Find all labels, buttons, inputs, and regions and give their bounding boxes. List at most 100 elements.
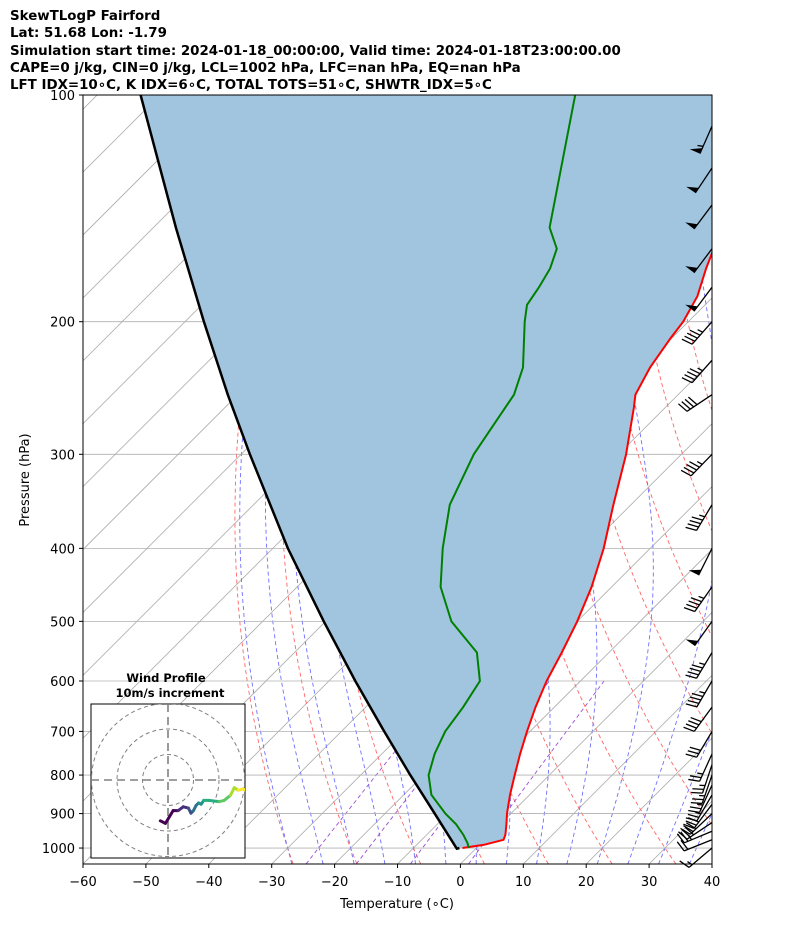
wind-barb-half-feather [697, 329, 704, 333]
wind-barb-feather [689, 329, 701, 336]
wind-barb-flag [689, 148, 703, 154]
wind-barb-shaft [693, 803, 713, 829]
hodograph-subtitle: 10m/s increment [116, 686, 225, 700]
wind-barb-feather [684, 826, 695, 836]
wind-barb-feather [689, 775, 702, 779]
wind-barb-feather [689, 368, 701, 375]
wind-barb-shaft [699, 125, 713, 154]
y-tick-label: 900 [50, 808, 75, 823]
wind-barb-shaft [689, 813, 713, 835]
x-tick-label: 30 [641, 875, 658, 890]
wind-barb-feather [690, 597, 702, 603]
x-tick-label: −30 [258, 875, 285, 890]
x-axis-ticks: −60 −50 −40 −30 −20 −10 0 10 20 30 40 [69, 864, 720, 890]
x-tick-label: −50 [132, 875, 159, 890]
wind-barb-feather [690, 802, 703, 805]
wind-barb-shaft [696, 680, 713, 708]
wind-barb-feather [681, 377, 693, 384]
wind-barb-feather [691, 516, 703, 521]
wind-barb-shaft [691, 359, 713, 384]
wind-barb-feather [685, 674, 697, 679]
wind-barb [683, 706, 713, 732]
y-tick-label: 1000 [42, 842, 75, 857]
wind-barbs [676, 125, 713, 868]
wind-barb-shaft [696, 652, 713, 679]
x-tick-label: −10 [384, 875, 411, 890]
wind-barb-feather [688, 778, 700, 782]
wind-barb-feather [684, 374, 696, 381]
y-tick-label: 600 [50, 675, 75, 690]
wind-barb [685, 620, 713, 647]
simulation-times: Simulation start time: 2024-01-18_00:00:… [10, 43, 621, 59]
isotherm-line [460, 611, 712, 864]
wind-barb-half-feather [699, 662, 705, 666]
y-tick-label: 200 [50, 316, 75, 331]
wind-barb-shaft [693, 706, 713, 732]
wind-barb-feather [686, 603, 698, 609]
y-tick-label: 700 [50, 725, 75, 740]
wind-barb-flag [688, 569, 702, 576]
wind-barb [676, 830, 713, 844]
wind-barb [678, 394, 713, 412]
wind-barb [685, 286, 713, 312]
wind-barb-shaft [684, 830, 713, 844]
wind-barb-feather [689, 806, 702, 810]
x-tick-label: 10 [515, 875, 532, 890]
wind-barb-feather [687, 396, 698, 406]
wind-barb-half-feather [695, 811, 702, 815]
wind-barb-feather [687, 813, 700, 818]
wind-barb-half-feather [698, 595, 705, 599]
station-title: SkewTLogP Fairford [10, 9, 161, 24]
wind-barb-feather [687, 699, 700, 705]
wind-barb-feather [681, 401, 691, 410]
y-tick-label: 500 [50, 615, 75, 630]
cin-shaded-area [140, 95, 712, 849]
wind-barb-feather [680, 469, 692, 477]
hodograph-trace-segment [207, 798, 221, 804]
wind-barb-half-feather [697, 144, 704, 147]
wind-barb-feather [686, 332, 698, 339]
wind-barb-feather [689, 519, 701, 525]
wind-barb-flag [685, 304, 698, 312]
hodograph-inset: Wind Profile 10m/s increment [90, 671, 246, 859]
x-tick-label: −40 [195, 875, 222, 890]
wind-barb-half-feather [697, 803, 703, 806]
wind-barb [680, 453, 713, 477]
wind-barb-feather [686, 464, 697, 471]
wind-barb-feather [687, 671, 699, 676]
chart-header: SkewTLogP Fairford Lat: 51.68 Lon: -1.79… [10, 8, 621, 94]
wind-barb [683, 586, 713, 613]
wind-barb [681, 321, 713, 345]
wind-barb-shaft [696, 794, 713, 822]
wind-barb-feather [684, 335, 696, 342]
wind-barb [685, 794, 713, 822]
wind-barb-shaft [701, 774, 713, 804]
wind-barb-feather [685, 753, 697, 758]
wind-barb-feather [689, 696, 702, 701]
wind-barb-shaft [696, 731, 713, 758]
x-tick-label: 20 [578, 875, 595, 890]
x-tick-label: 0 [456, 875, 464, 890]
y-axis-ticks: 1000 900 800 700 600 500 400 300 200 100 [42, 89, 83, 857]
wind-barb-feather [692, 798, 704, 801]
wind-barb-feather [691, 791, 703, 794]
isotherm-line [83, 95, 287, 299]
wind-barb-half-feather [699, 690, 706, 694]
moist-adiabat-line [627, 95, 712, 864]
wind-barb [690, 774, 713, 805]
wind-barb [686, 167, 713, 194]
wind-barb-feather [689, 746, 701, 751]
stability-indices: LFT IDX=10∘C, K IDX=6∘C, TOTAL TOTS=51∘C… [10, 78, 492, 94]
wind-barb [689, 125, 713, 154]
wind-barb [688, 753, 713, 782]
wind-barb-feather [687, 523, 699, 528]
x-tick-label: −20 [321, 875, 348, 890]
dry-adiabat-line [728, 95, 794, 864]
dry-adiabat-line [760, 95, 794, 864]
dry-adiabat-line [280, 95, 358, 864]
wind-barb-flag [686, 186, 699, 193]
y-tick-label: 400 [50, 542, 75, 557]
wind-barb-shaft [694, 586, 713, 612]
x-tick-label: −60 [69, 875, 96, 890]
